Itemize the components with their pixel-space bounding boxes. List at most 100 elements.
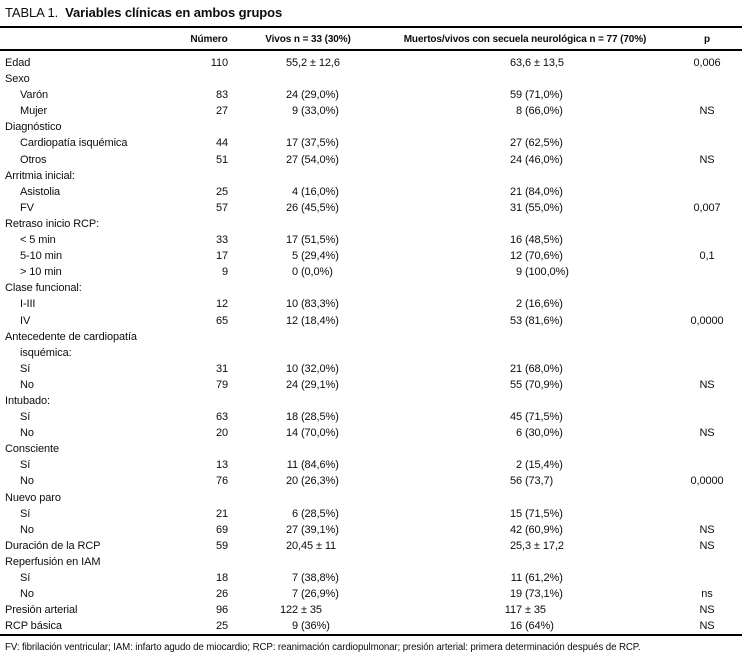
- cell-muertos-int: 16: [509, 620, 522, 633]
- cell-muertos-rest: (62,5%): [522, 137, 563, 150]
- table-row: Sí 31 10 (32,0%) 21 (68,0%): [0, 361, 742, 377]
- cell-p: 0,0000: [690, 314, 724, 327]
- cell-muertos: 117 ± 35: [358, 602, 672, 618]
- cell-muertos: [358, 329, 672, 345]
- cell-vivos-int: 6: [291, 507, 298, 520]
- cell-numero: 83: [215, 89, 228, 102]
- cell-muertos: 25,3 ± 17,2: [358, 538, 672, 554]
- cell-vivos-rest: (84,6%): [298, 459, 339, 472]
- cell-vivos-rest: (28,5%): [298, 507, 339, 520]
- table-body: Edad 110 55,2 ± 12,6 63,6 ± 13,5 0,006 S…: [0, 55, 742, 634]
- cell-vivos-int: 24: [285, 378, 298, 391]
- cell-muertos-int: 21: [509, 185, 522, 198]
- cell-numero: 110: [210, 57, 228, 69]
- cell-p: [672, 554, 742, 570]
- cell-vivos-rest: (16,0%): [298, 185, 339, 198]
- cell-numero: 21: [215, 507, 228, 520]
- cell-vivos-int: 12: [285, 314, 298, 327]
- cell-muertos: 59 (71,0%): [358, 87, 672, 103]
- row-label: Sí: [20, 572, 31, 584]
- cell-muertos-rest: (71,5%): [522, 411, 563, 424]
- cell-vivos-rest: (18,4%): [298, 314, 339, 327]
- cell-muertos-int: 16: [509, 234, 522, 247]
- row-label: Duración de la RCP: [5, 539, 101, 552]
- table-row: No 76 20 (26,3%) 56 (73,7) 0,0000: [0, 473, 742, 489]
- cell-vivos-int: 122: [279, 604, 298, 617]
- cell-vivos: 12 (18,4%): [228, 313, 358, 329]
- cell-vivos-rest: (0,0%): [298, 266, 333, 279]
- cell-muertos-int: 12: [509, 250, 522, 263]
- cell-muertos-rest: (16,6%): [522, 298, 563, 311]
- cell-muertos: 16 (48,5%): [358, 232, 672, 248]
- table-row: Sí 21 6 (28,5%) 15 (71,5%): [0, 506, 742, 522]
- cell-vivos-int: 55: [285, 57, 298, 69]
- cell-p: 0,007: [693, 201, 721, 214]
- row-label: RCP básica: [5, 620, 62, 633]
- row-label: Asistolia: [20, 185, 61, 198]
- column-header-numero: Número: [190, 34, 228, 45]
- table-row: Asistolia 25 4 (16,0%) 21 (84,0%): [0, 184, 742, 200]
- cell-numero: [190, 554, 228, 570]
- cell-p: [672, 264, 742, 280]
- row-label: Antecedente de cardiopatía: [5, 330, 137, 343]
- cell-numero: 25: [215, 620, 228, 633]
- row-label: Sí: [20, 507, 31, 520]
- table-row: Sí 63 18 (28,5%) 45 (71,5%): [0, 409, 742, 425]
- cell-numero: 27: [215, 105, 228, 118]
- row-label: Otros: [20, 153, 47, 166]
- cell-muertos-rest: (73,1%): [522, 588, 563, 601]
- cell-numero: [190, 216, 228, 232]
- cell-vivos-int: 26: [285, 201, 298, 214]
- cell-vivos-int: 10: [285, 298, 298, 311]
- table-row: Mujer 27 9 (33,0%) 8 (66,0%) NS: [0, 103, 742, 119]
- cell-muertos: 8 (66,0%): [358, 103, 672, 119]
- cell-vivos: [228, 345, 358, 361]
- table-row: Cardiopatía isquémica 44 17 (37,5%) 27 (…: [0, 135, 742, 151]
- cell-numero: 69: [215, 523, 228, 536]
- cell-numero: 31: [215, 362, 228, 375]
- row-label: Edad: [5, 57, 31, 69]
- cell-muertos-rest: (55,0%): [522, 201, 563, 214]
- cell-muertos-int: 21: [509, 362, 522, 375]
- cell-muertos: 12 (70,6%): [358, 248, 672, 264]
- cell-numero: [190, 393, 228, 409]
- cell-numero: 59: [215, 539, 228, 552]
- cell-numero: [190, 71, 228, 87]
- table-title-text: Variables clínicas en ambos grupos: [65, 5, 283, 20]
- cell-numero: 63: [215, 411, 228, 424]
- row-label: Mujer: [20, 105, 48, 118]
- table-row: FV 57 26 (45,5%) 31 (55,0%) 0,007: [0, 200, 742, 216]
- row-label: Reperfusión en IAM: [5, 555, 101, 568]
- row-label: IV: [20, 314, 31, 327]
- cell-vivos: 4 (16,0%): [228, 184, 358, 200]
- cell-muertos: [358, 119, 672, 135]
- cell-numero: 44: [215, 137, 228, 150]
- table-row: No 79 24 (29,1%) 55 (70,9%) NS: [0, 377, 742, 393]
- cell-muertos: 63,6 ± 13,5: [358, 55, 672, 71]
- cell-numero: [190, 119, 228, 135]
- cell-vivos-rest: ,45 ± 11: [298, 539, 337, 552]
- row-label: > 10 min: [20, 266, 62, 279]
- cell-numero: 79: [215, 378, 228, 391]
- cell-vivos-int: 27: [285, 523, 298, 536]
- cell-vivos: 11 (84,6%): [228, 457, 358, 473]
- cell-numero: [190, 168, 228, 184]
- cell-vivos-rest: (70,0%): [298, 427, 339, 440]
- row-label: Diagnóstico: [5, 121, 62, 134]
- cell-muertos: 42 (60,9%): [358, 522, 672, 538]
- cell-muertos-rest: (68,0%): [522, 362, 563, 375]
- table-row: isquémica:: [0, 345, 742, 361]
- cell-muertos: 45 (71,5%): [358, 409, 672, 425]
- cell-muertos: 55 (70,9%): [358, 377, 672, 393]
- cell-muertos-int: 63: [509, 57, 522, 69]
- cell-vivos: [228, 168, 358, 184]
- cell-vivos: 0 (0,0%): [228, 264, 358, 280]
- cell-numero: 17: [215, 250, 228, 263]
- row-label: Consciente: [5, 443, 60, 456]
- cell-muertos-int: 2: [515, 459, 522, 472]
- row-label: Presión arterial: [5, 604, 78, 617]
- cell-vivos: 20 (26,3%): [228, 473, 358, 489]
- cell-vivos-int: 27: [285, 153, 298, 166]
- table-row: Edad 110 55,2 ± 12,6 63,6 ± 13,5 0,006: [0, 55, 742, 71]
- cell-vivos: 9 (33,0%): [228, 103, 358, 119]
